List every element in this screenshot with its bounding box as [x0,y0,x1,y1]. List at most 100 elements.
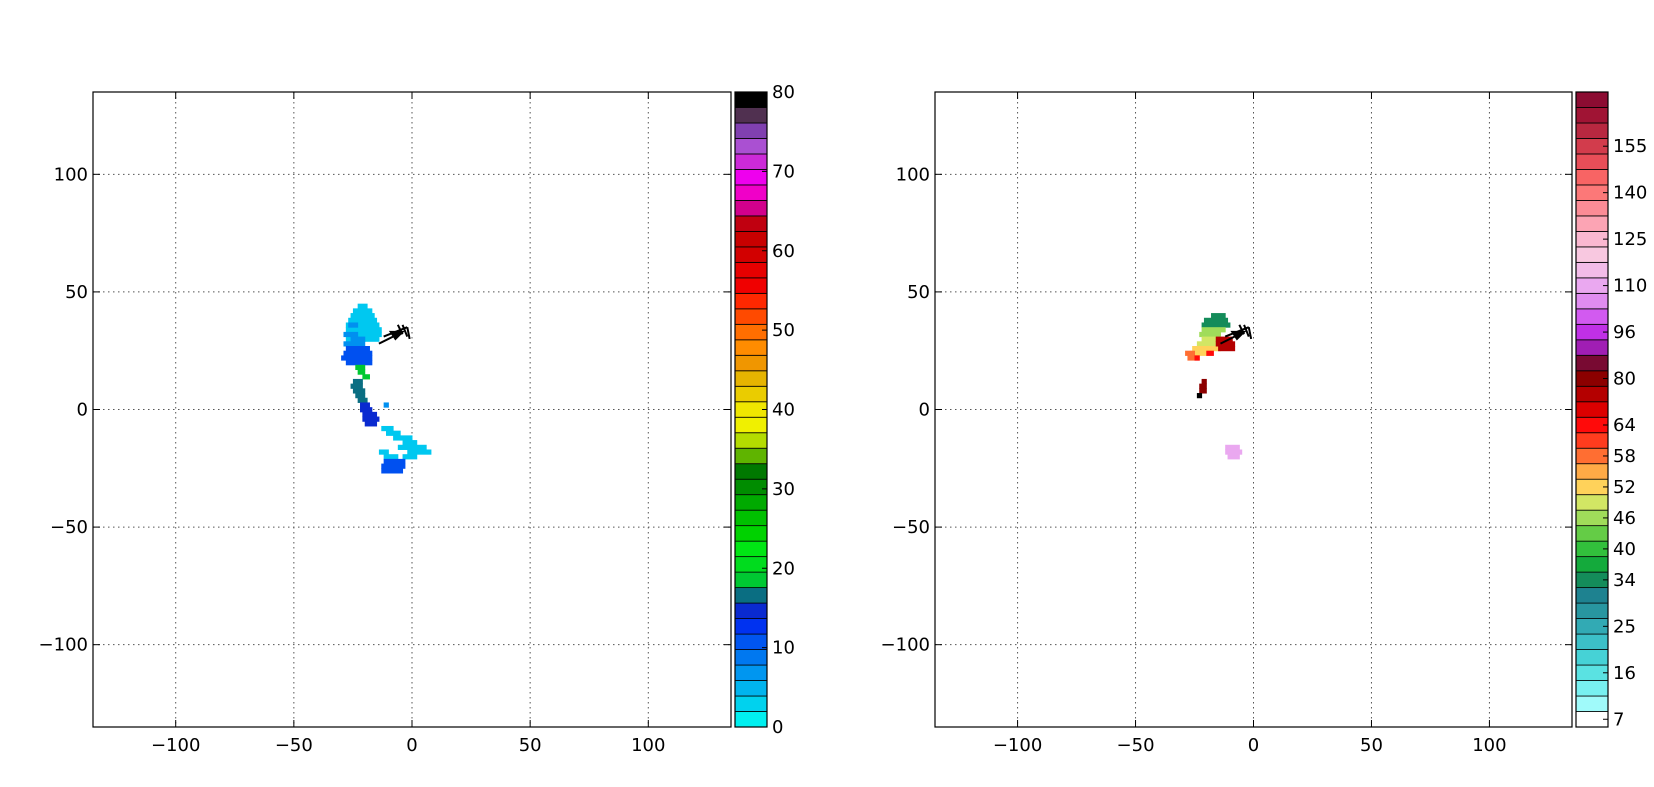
colorbar-segment [734,695,768,712]
data-cell [1196,341,1219,347]
colorbar-tick-label: 52 [1613,477,1636,498]
colorbar-segment [734,711,768,728]
x-tick-label: −100 [151,735,200,756]
data-cell [1206,350,1214,356]
colorbar-segment [734,107,768,124]
colorbar-segment [1575,432,1609,449]
data-cell [1199,331,1221,338]
colorbar-segment [734,525,768,542]
data-field [341,303,432,474]
data-cell [1201,336,1221,342]
colorbar-tick-label: 40 [1613,539,1636,560]
colorbar-segment [1575,339,1609,356]
data-cell [386,430,401,436]
colorbar-segment [734,122,768,139]
colorbar-segment [734,587,768,604]
data-cell [362,416,380,422]
grid [93,92,731,727]
colorbar-segment [1575,494,1609,511]
colorbar-tick-label: 80 [1613,369,1636,390]
colorbar-segment [734,370,768,387]
colorbar-segment [1575,246,1609,263]
colorbar-segment [734,556,768,573]
data-cell [364,421,378,427]
data-cell [381,463,406,469]
colorbar-tick-label: 10 [772,638,795,659]
data-cell [360,407,373,413]
colorbar-segment [1575,153,1609,170]
colorbar-segment [1575,308,1609,325]
data-cell [381,425,394,432]
colorbar-segment [734,463,768,480]
colorbar-segment [1575,107,1609,124]
data-cell [1199,388,1207,394]
colorbar-segment [734,277,768,294]
colorbar-segment [734,354,768,372]
colorbar-segment [1575,587,1609,604]
data-cell [1201,322,1231,328]
data-cell [1211,313,1226,319]
y-tick-label: 50 [65,282,88,303]
x-tick-label: −50 [275,735,313,756]
x-tick-label: 100 [631,735,665,756]
data-cell [1201,378,1207,385]
colorbar-tick-label: 80 [772,82,795,103]
grid [935,92,1572,727]
y-tick-label: 100 [54,164,88,185]
x-tick-label: 50 [519,735,542,756]
colorbar-segment [1575,602,1609,619]
barb-flag [401,324,409,337]
data-cell [1227,454,1240,460]
colorbar-segment [734,385,768,403]
data-cell [350,383,363,389]
data-cell [360,402,370,408]
colorbar-segment [1575,91,1609,108]
colorbar-tick-label: 155 [1613,136,1647,157]
colorbar-segment [1575,169,1609,186]
colorbar-tick-label: 25 [1613,616,1636,637]
data-cell [350,313,375,319]
x-tick-label: 100 [1472,735,1506,756]
data-cell [1201,327,1226,333]
colorbar-segment [734,184,768,201]
barb-flag [406,326,411,340]
colorbar-tick-label: 0 [772,717,783,738]
data-cell [350,336,366,342]
colorbar-segment [734,215,768,232]
motion-arrow-head [1230,330,1247,341]
colorbar-segment [734,618,768,635]
data-cell [362,411,378,418]
data-cell [381,468,404,474]
data-cell [1203,317,1229,323]
colorbar-tick-label: 60 [772,241,795,262]
colorbar-segment [1575,261,1609,279]
colorbar: 7 16 25 34 40 46 52 58 64 80 96 110 125 140 155 [1575,91,1647,730]
motion-arrow-head [388,330,405,341]
colorbar-segment [734,509,768,527]
colorbar-segment [734,323,768,341]
data-cell [1187,355,1200,361]
data-cell [1225,449,1243,455]
y-tick-label: −50 [892,517,930,538]
data-cell [407,449,432,455]
colorbar-tick-label: 58 [1613,446,1636,467]
colorbar-segment [734,339,768,356]
colorbar-tick-label: 140 [1613,183,1647,204]
colorbar-segment [734,540,768,558]
colorbar-segment [1575,292,1609,310]
data-cell [357,397,368,403]
colorbar-tick-label: 30 [772,479,795,500]
y-tick-label: 50 [907,282,930,303]
data-cell [362,374,370,380]
data-cell [378,449,389,455]
colorbar-segment [734,494,768,511]
data-cell [1199,383,1207,389]
data-cell [345,327,382,333]
x-tick-label: 0 [406,735,417,756]
y-tick-label: −100 [39,635,88,656]
colorbar-tick-label: 16 [1613,663,1636,684]
data-cell [1218,346,1236,352]
wind-speed-panel: −100 −50 0 50 100 −100 −50 0 50 100 7 16 25 34 40 46 52 5… [881,91,1647,756]
colorbar-segment [1575,525,1609,542]
